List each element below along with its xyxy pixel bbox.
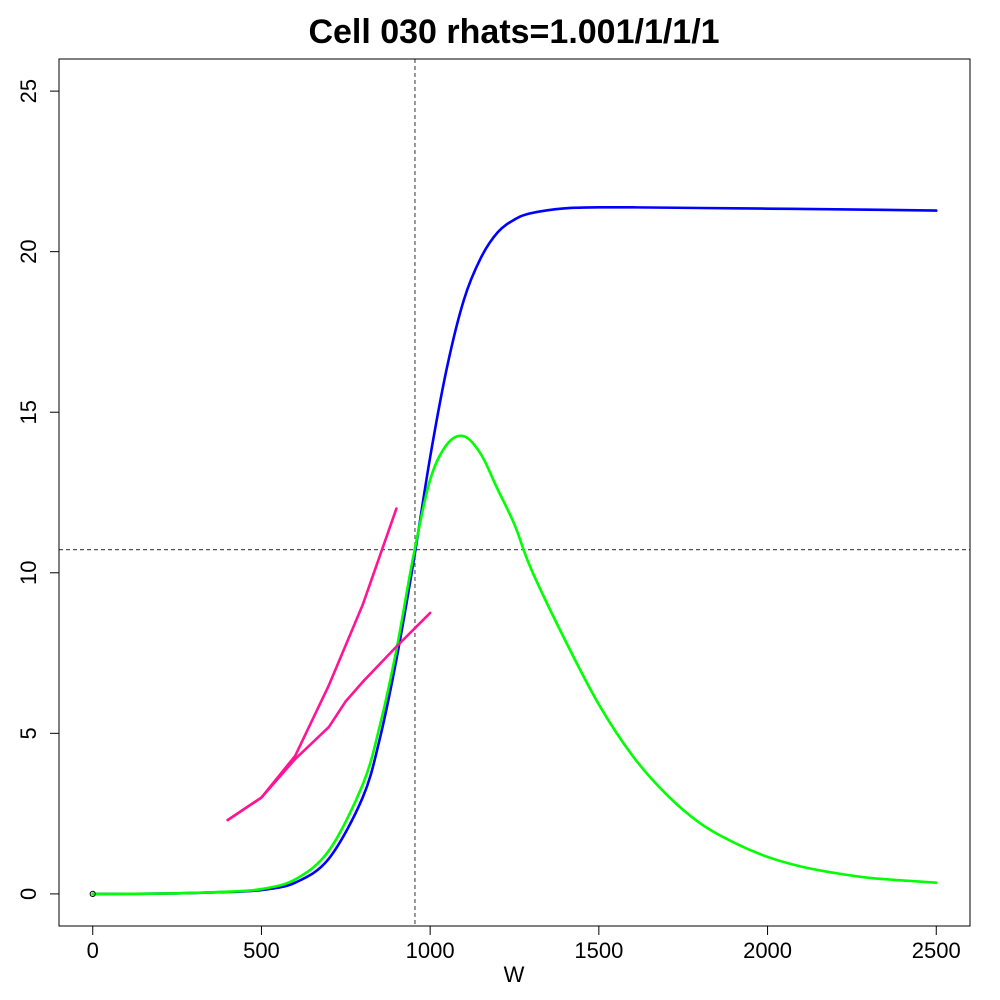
y-tick-label: 25 (16, 79, 41, 103)
x-axis: 0 500 1000 1500 2000 2500 (87, 926, 961, 963)
x-tick-label: 2000 (743, 938, 792, 963)
y-tick-label: 0 (16, 888, 41, 900)
y-tick-label: 20 (16, 239, 41, 263)
x-tick-label: 500 (243, 938, 280, 963)
x-tick-label: 2500 (912, 938, 961, 963)
y-tick-label: 5 (16, 727, 41, 739)
x-tick-label: 1000 (406, 938, 455, 963)
y-tick-label: 10 (16, 561, 41, 585)
x-tick-label: 1500 (574, 938, 623, 963)
series-line-green-curve (91, 434, 938, 896)
x-axis-label: W (504, 962, 525, 987)
y-axis: 0 5 10 15 20 25 (16, 79, 59, 900)
series-line-blue-curve (91, 205, 938, 896)
y-tick-label: 15 (16, 400, 41, 424)
series-line-pink-line-shallow (226, 611, 432, 822)
plot-frame (58, 58, 971, 927)
chart-title: Cell 030 rhats=1.001/1/1/1 (308, 13, 719, 51)
origin-point (89, 890, 96, 897)
plot-area (59, 59, 970, 926)
x-tick-label: 0 (87, 938, 99, 963)
